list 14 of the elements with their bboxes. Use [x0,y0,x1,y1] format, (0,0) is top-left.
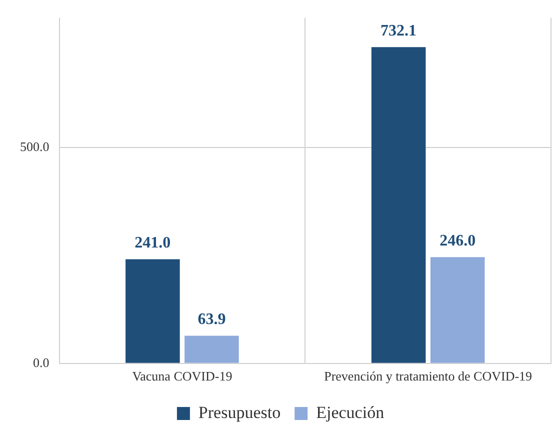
legend-label: Presupuesto [198,402,281,422]
data-label: 246.0 [440,232,476,250]
data-label: 732.1 [380,22,417,40]
bar [430,257,485,363]
x-tick-label: Vacuna COVID-19 [132,368,232,384]
data-label: 63.9 [198,310,226,328]
bar [184,336,239,363]
bar [126,259,180,363]
data-label: 241.0 [134,234,171,252]
legend-label: Ejecución [316,402,385,422]
bar [371,47,426,363]
y-tick-label: 500.0 [20,138,50,154]
x-tick-label: Prevención y tratamiento de COVID-19 [324,368,532,384]
y-tick-label: 0.0 [33,354,50,370]
